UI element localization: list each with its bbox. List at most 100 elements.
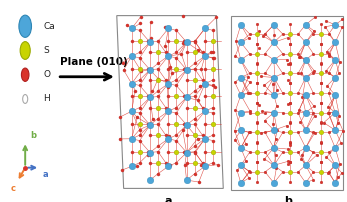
Point <box>147 41 153 44</box>
Point <box>238 76 244 79</box>
Point <box>335 121 341 124</box>
Point <box>326 150 331 154</box>
Point <box>326 54 331 58</box>
Point <box>324 84 330 87</box>
Point <box>147 151 153 154</box>
Point <box>117 116 122 119</box>
Point <box>200 161 205 164</box>
Point <box>300 96 305 99</box>
Point <box>296 55 302 59</box>
Point <box>311 150 316 154</box>
Point <box>210 56 216 60</box>
Point <box>200 134 205 137</box>
Point <box>202 137 208 140</box>
Point <box>311 29 317 33</box>
Point <box>192 67 197 70</box>
Point <box>274 89 280 92</box>
Point <box>210 29 216 32</box>
Point <box>274 128 280 132</box>
Point <box>298 72 304 75</box>
Point <box>184 96 189 99</box>
Point <box>137 139 143 142</box>
Point <box>129 137 134 140</box>
Point <box>145 40 151 43</box>
Point <box>246 176 252 180</box>
Point <box>137 84 143 87</box>
Point <box>325 105 331 108</box>
Point <box>255 160 260 163</box>
Point <box>145 150 151 153</box>
Point <box>303 23 308 26</box>
Point <box>326 52 331 55</box>
Point <box>184 123 189 127</box>
Point <box>332 58 338 62</box>
Point <box>271 23 277 26</box>
Point <box>255 161 260 164</box>
Point <box>184 134 189 137</box>
Point <box>312 15 318 19</box>
Point <box>166 165 171 168</box>
Point <box>129 109 134 113</box>
Point <box>133 89 138 92</box>
Point <box>210 95 216 98</box>
Point <box>166 109 171 113</box>
Point <box>287 144 292 147</box>
Point <box>169 72 175 75</box>
Point <box>120 61 125 64</box>
Point <box>184 161 189 164</box>
Point <box>325 111 331 115</box>
Point <box>271 164 277 167</box>
Point <box>337 114 342 118</box>
Point <box>295 111 301 114</box>
Point <box>192 95 197 98</box>
Point <box>288 62 293 65</box>
Point <box>134 116 140 119</box>
Point <box>192 144 197 148</box>
Point <box>288 32 293 36</box>
Point <box>192 62 197 65</box>
Point <box>340 18 345 21</box>
Point <box>163 51 169 54</box>
Point <box>311 104 317 108</box>
Point <box>271 41 277 44</box>
Point <box>166 40 171 43</box>
Point <box>145 67 151 70</box>
Point <box>137 22 143 25</box>
Point <box>285 160 290 163</box>
Point <box>288 131 293 134</box>
Point <box>202 95 208 98</box>
Point <box>321 121 327 124</box>
Point <box>255 180 260 184</box>
Point <box>299 153 305 157</box>
Point <box>318 111 324 114</box>
Text: O: O <box>43 70 51 79</box>
Point <box>192 134 197 137</box>
Point <box>259 132 264 135</box>
Point <box>255 82 260 85</box>
Point <box>137 29 143 32</box>
Point <box>326 92 331 95</box>
Point <box>288 22 293 25</box>
Point <box>314 153 320 156</box>
Point <box>165 86 170 89</box>
Point <box>312 132 318 135</box>
Point <box>256 103 262 106</box>
Point <box>262 131 268 134</box>
Point <box>288 42 293 46</box>
Point <box>163 44 168 47</box>
Point <box>117 137 122 141</box>
Point <box>137 134 143 137</box>
Point <box>311 92 316 95</box>
Point <box>247 52 253 55</box>
Point <box>148 21 153 24</box>
Point <box>255 32 260 36</box>
Point <box>163 134 169 137</box>
Point <box>174 106 179 109</box>
Point <box>332 111 338 114</box>
Point <box>180 14 186 17</box>
Point <box>174 51 179 54</box>
Point <box>273 167 279 170</box>
Point <box>312 69 317 72</box>
Point <box>303 111 308 114</box>
Point <box>318 121 324 124</box>
